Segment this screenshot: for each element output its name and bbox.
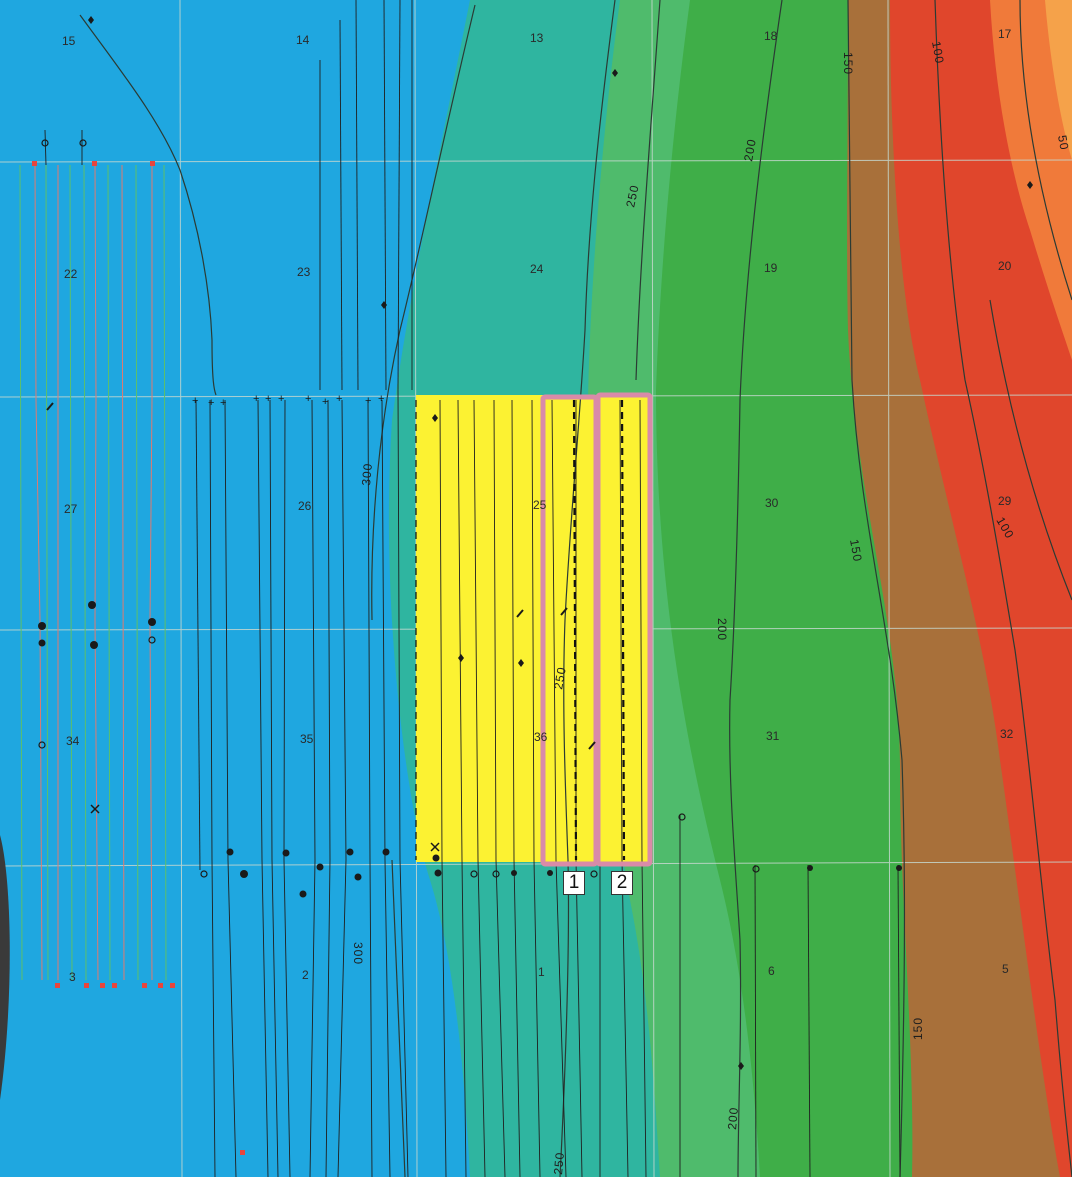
contour-value-labels: 150 100 50 200 250 300 150 100 200 250 3…: [351, 40, 1072, 1175]
contour-label: 250: [551, 665, 569, 690]
well-paths-center: [44, 0, 901, 1177]
svg-text:+: +: [278, 393, 284, 405]
contour-label: 300: [351, 942, 365, 965]
outline-boxes: [540, 392, 653, 867]
section-label: 36: [534, 730, 548, 744]
section-label: 19: [764, 261, 778, 275]
band-red: [890, 0, 1072, 1177]
contour-label: 300: [359, 462, 375, 486]
scan-edge-artifact: [0, 835, 10, 1100]
section-label: 32: [1000, 727, 1014, 741]
contour-label: 50: [1055, 134, 1071, 152]
svg-text:+: +: [365, 395, 371, 407]
svg-text:+: +: [220, 397, 226, 409]
svg-text:+: +: [253, 393, 259, 405]
section-label: 6: [768, 964, 775, 978]
svg-text:+: +: [322, 396, 328, 408]
band-light-orange: [1045, 0, 1072, 160]
contour-lines: [79, 0, 1072, 1177]
section-label: 35: [300, 732, 314, 746]
section-label: 22: [64, 267, 78, 281]
section-label: 15: [62, 34, 76, 48]
section-label: 18: [764, 29, 778, 43]
section-label: 31: [766, 729, 780, 743]
well-paths-left: [19, 164, 167, 981]
contour-label: 200: [741, 137, 759, 162]
section-label: 5: [1002, 962, 1009, 976]
section-label: 30: [765, 496, 779, 510]
section-label: 23: [297, 265, 311, 279]
section-label: 14: [296, 33, 310, 47]
section-label: 17: [998, 27, 1012, 41]
well-symbols: + + + + + + + + + + +: [32, 16, 1033, 1155]
section-label: 34: [66, 734, 80, 748]
section-label: 29: [998, 494, 1012, 508]
svg-text:+: +: [208, 397, 214, 409]
section-label: 3: [69, 970, 76, 984]
contour-label: 150: [847, 538, 865, 563]
svg-text:+: +: [336, 393, 342, 405]
band-orange: [990, 0, 1072, 360]
section-labels: 15 14 13 18 17 22 23 24 19 20 27 26 25 3…: [62, 27, 1014, 984]
section-label: 13: [530, 31, 544, 45]
section-label: 2: [302, 968, 309, 982]
svg-text:+: +: [192, 395, 198, 407]
callout-label-2: 2: [611, 871, 633, 895]
section-label: 20: [998, 259, 1012, 273]
section-label: 1: [538, 965, 545, 979]
svg-text:+: +: [265, 393, 271, 405]
section-label: 27: [64, 502, 78, 516]
contour-label: 200: [715, 618, 729, 641]
svg-text:+: +: [378, 393, 384, 405]
contour-label: 250: [551, 1151, 567, 1175]
contour-label: 150: [841, 52, 855, 75]
callout-label-1: 1: [563, 871, 585, 895]
section-label: 24: [530, 262, 544, 276]
dashed-wells: [415, 399, 626, 861]
contour-label: 150: [911, 1017, 925, 1040]
section-label: 25: [533, 498, 547, 512]
svg-text:+: +: [305, 393, 311, 405]
contour-label: 250: [623, 183, 641, 208]
contour-label: 100: [929, 40, 947, 65]
section-label: 26: [298, 499, 312, 513]
contour-label: 200: [725, 1106, 741, 1130]
